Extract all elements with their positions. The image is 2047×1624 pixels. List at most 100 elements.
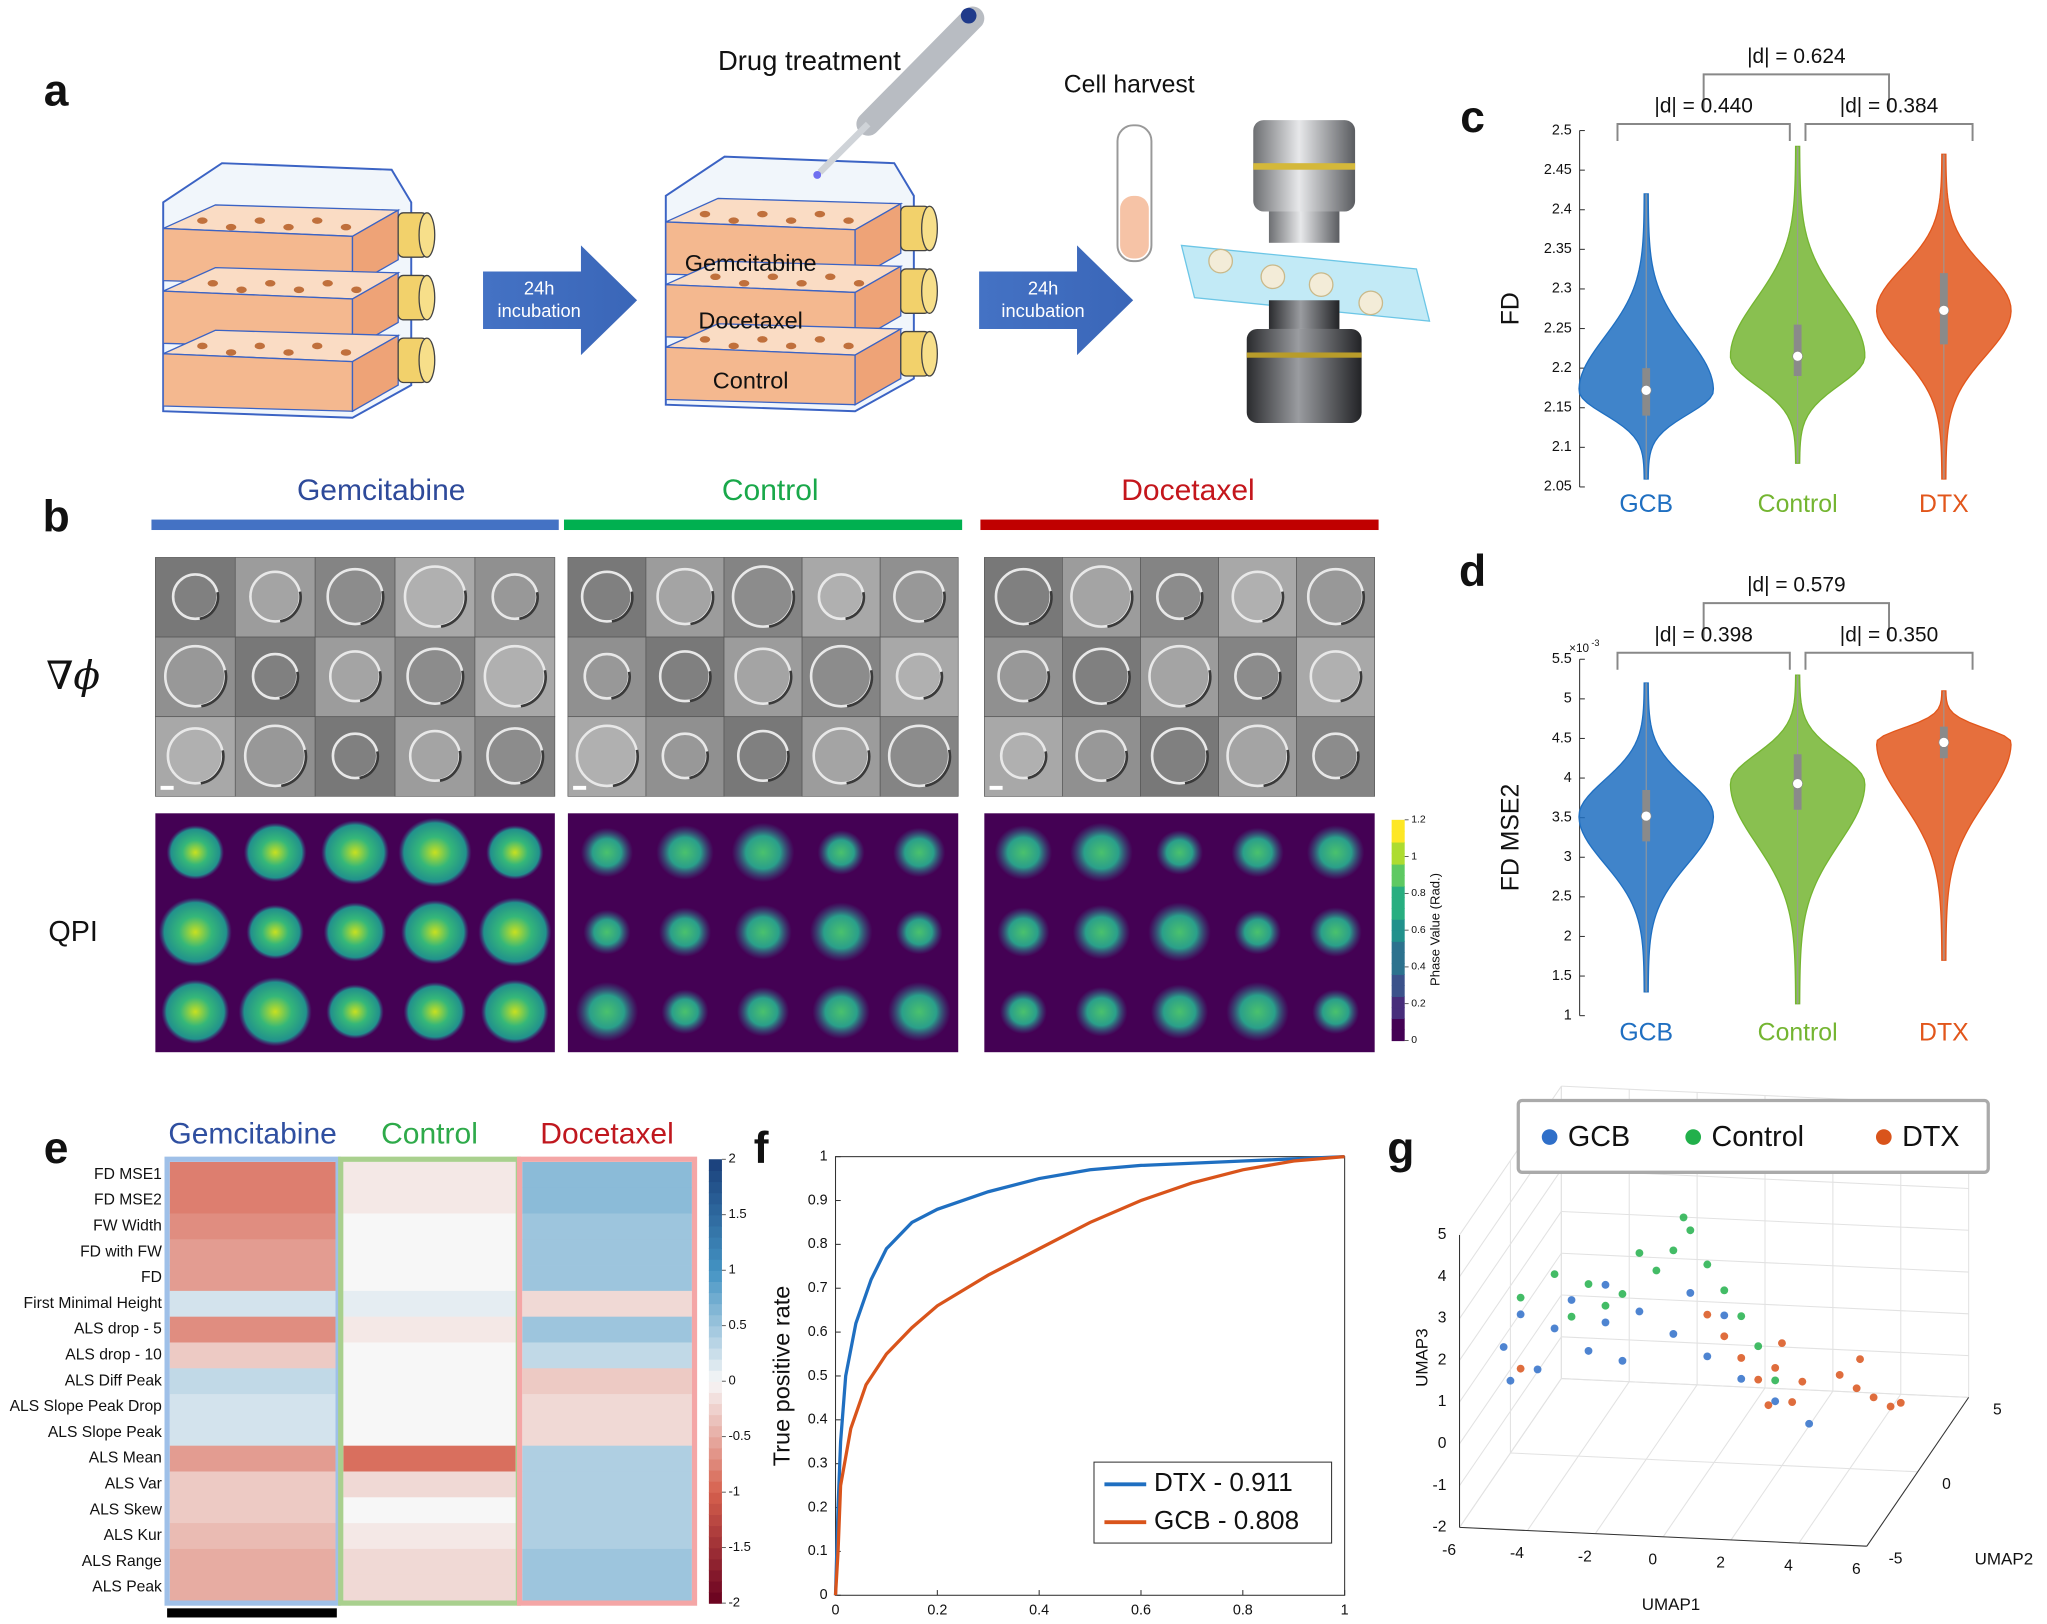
- x-tick-label: 6: [1852, 1561, 1861, 1578]
- objective-nose: [1268, 211, 1340, 243]
- colorbar-segment: [708, 1381, 722, 1393]
- scatter-point: [1852, 1384, 1861, 1393]
- heatmap-cell: [522, 1497, 692, 1524]
- y-tick-label: 1: [820, 1148, 828, 1164]
- arrow-label: incubation: [1001, 300, 1084, 321]
- colorbar-segment: [1391, 930, 1405, 942]
- heatmap-cell: [169, 1213, 336, 1240]
- heatmap-cell: [343, 1290, 516, 1318]
- colorbar-tick-label: 1: [728, 1262, 735, 1277]
- x-tick-label: -2: [1578, 1548, 1592, 1565]
- dpc-shadow: [439, 750, 462, 782]
- dpc-shadow: [279, 591, 302, 623]
- x-tick-label: 1: [1341, 1603, 1349, 1619]
- scatter-point: [1516, 1364, 1525, 1373]
- dpc-shadow: [1106, 750, 1129, 782]
- scatter-point: [1835, 1371, 1844, 1379]
- colorbar-segment: [1391, 941, 1405, 953]
- grid-line: [1510, 1452, 1918, 1473]
- qpi-cell: [658, 907, 712, 957]
- colorbar-segment: [708, 1192, 722, 1205]
- heatmap-cell: [522, 1419, 692, 1447]
- legend-label: Control: [1711, 1121, 1804, 1153]
- dpc-shadow: [520, 750, 545, 785]
- violin-median: [1640, 810, 1652, 822]
- qpi-cell: [1231, 827, 1284, 878]
- scatter-point: [1618, 1290, 1627, 1298]
- qpi-cell: [246, 904, 304, 960]
- y-tick-label: 0.6: [808, 1324, 828, 1340]
- row-label: ALS drop - 10: [65, 1347, 162, 1364]
- scatter-point: [1771, 1397, 1780, 1406]
- flask-label: Docetaxel: [698, 308, 802, 334]
- scale-bar: [167, 1608, 337, 1618]
- qpi-cell: [583, 909, 631, 955]
- z-tick-label: 1: [1438, 1393, 1447, 1410]
- y-tick-label: 2: [1564, 928, 1572, 944]
- group-title: Docetaxel: [540, 1118, 673, 1151]
- colorbar-segment: [708, 1259, 722, 1271]
- qpi-cell: [812, 984, 870, 1040]
- qpi-cell: [243, 822, 307, 883]
- dpc-shadow: [1262, 591, 1285, 623]
- qpi-cell: [326, 984, 384, 1040]
- dpc-shadow: [279, 671, 300, 700]
- dpc-shadow: [689, 670, 712, 703]
- colorbar-label: Phase Value (Rad.): [1427, 873, 1442, 986]
- qpi-cell: [893, 827, 946, 878]
- y-tick-label: 0.4: [808, 1412, 828, 1428]
- scatter-point: [1737, 1312, 1746, 1321]
- x-tick-label: 0.2: [927, 1603, 947, 1619]
- heatmap-cell: [522, 1316, 692, 1343]
- colorbar-segment: [708, 1503, 722, 1515]
- heatmap-cell: [169, 1161, 336, 1189]
- row-label: ALS Kur: [104, 1527, 162, 1544]
- scatter-point: [1798, 1377, 1807, 1386]
- grid-line: [1561, 1378, 1969, 1398]
- row-label: FW Width: [93, 1218, 162, 1235]
- z-tick-label: -1: [1433, 1477, 1447, 1494]
- scatter-point: [1499, 1343, 1508, 1351]
- dpc-shadow: [201, 669, 228, 708]
- flask: [162, 162, 436, 419]
- cell-dot: [796, 280, 807, 287]
- qpi-cell: [809, 902, 873, 962]
- heatmap-cell: [343, 1419, 516, 1447]
- y-tick-label: 0: [820, 1587, 828, 1603]
- scatter-point: [1506, 1376, 1515, 1385]
- cell-dot: [853, 280, 865, 287]
- dpc-shadow: [520, 669, 547, 708]
- colorbar-segment: [1391, 830, 1405, 843]
- dpc-shadow: [768, 670, 793, 705]
- x-tick-label: 0.6: [1131, 1603, 1151, 1619]
- violin-median: [1640, 385, 1652, 396]
- colorbar-segment: [1391, 863, 1405, 876]
- bracket: [1616, 123, 1791, 141]
- colorbar-segment: [1391, 985, 1405, 997]
- colorbar-tick-label: 1: [1411, 851, 1417, 862]
- panel-label: g: [1387, 1124, 1414, 1173]
- legend-label: GCB - 0.808: [1154, 1505, 1299, 1535]
- flask: [664, 155, 938, 413]
- heatmap-cell: [343, 1497, 516, 1524]
- y-tick-label: 2.35: [1544, 241, 1572, 257]
- qpi-cell: [161, 979, 230, 1044]
- x-tick-label: GCB: [1619, 1019, 1673, 1046]
- qpi-cell: [1148, 902, 1211, 962]
- qpi-cell: [403, 981, 467, 1042]
- z-tick-label: -2: [1433, 1519, 1447, 1536]
- cell-dot: [710, 273, 721, 281]
- dpc-shadow: [689, 751, 709, 780]
- sample-cell: [1308, 272, 1334, 297]
- row-label: FD with FW: [80, 1243, 162, 1260]
- cell-dot: [197, 342, 208, 350]
- dpc-shadow: [1027, 751, 1048, 780]
- dpc-shadow: [1339, 751, 1360, 780]
- scatter-point: [1869, 1393, 1878, 1402]
- cell-dot: [728, 342, 739, 350]
- colorbar-segment: [708, 1525, 722, 1538]
- cell-dot: [699, 210, 711, 218]
- heatmap-cell: [522, 1239, 692, 1266]
- layer-side: [854, 265, 902, 344]
- qpi-cell: [480, 979, 549, 1044]
